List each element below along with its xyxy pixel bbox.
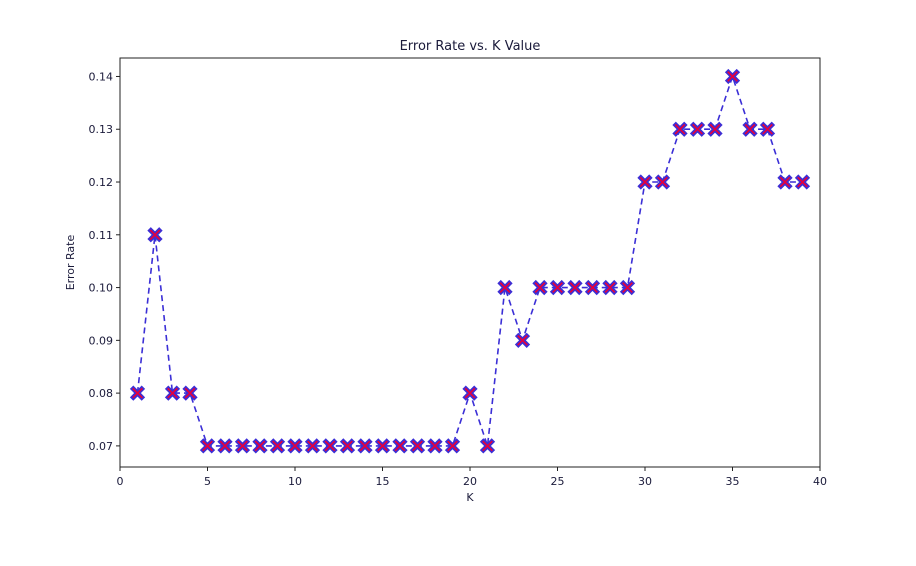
data-point-marker [392, 438, 408, 454]
data-point-marker [269, 438, 286, 454]
data-point-marker [164, 385, 181, 401]
y-axis-label: Error Rate [64, 235, 77, 291]
y-tick-label: 0.09 [89, 334, 114, 347]
data-point-marker [689, 121, 706, 137]
x-tick-label: 35 [726, 475, 740, 488]
plot-frame [119, 57, 821, 468]
data-point-marker [462, 385, 478, 401]
data-point-marker [182, 385, 198, 401]
data-point-marker [287, 438, 303, 454]
y-tick-label: 0.10 [89, 282, 114, 295]
x-tick-label: 25 [551, 475, 565, 488]
data-point-marker [672, 121, 688, 137]
data-point-marker [444, 438, 461, 454]
data-point-marker [339, 438, 356, 454]
data-point-marker [199, 438, 216, 454]
x-tick-label: 40 [813, 475, 827, 488]
x-tick-label: 20 [463, 475, 477, 488]
y-tick-label: 0.13 [89, 123, 114, 136]
data-point-marker [567, 279, 583, 296]
data-point-marker [777, 174, 793, 190]
data-point-marker [549, 279, 566, 296]
y-tick-label: 0.12 [89, 176, 114, 189]
data-point-marker [129, 385, 146, 401]
data-point-marker [602, 279, 618, 296]
data-point-marker [409, 438, 426, 454]
x-axis-label: K [466, 491, 474, 504]
y-tick-label: 0.08 [89, 387, 114, 400]
y-axis: 0.07 0.08 0.09 0.10 0.11 0.12 0.13 0.14 [89, 70, 120, 453]
y-tick-label: 0.14 [89, 70, 114, 83]
data-point-marker [794, 174, 811, 190]
data-point-marker [479, 438, 496, 454]
x-tick-label: 30 [638, 475, 652, 488]
data-point-marker [619, 279, 636, 296]
y-tick-label: 0.11 [89, 229, 114, 242]
data-point-marker [427, 438, 443, 454]
data-markers [129, 68, 811, 454]
data-point-marker [707, 121, 723, 137]
x-axis: 0 5 10 15 20 25 30 35 40 [117, 467, 827, 488]
data-point-marker [654, 174, 671, 190]
data-point-marker [147, 227, 163, 243]
data-point-marker [637, 174, 653, 190]
data-point-marker [252, 438, 268, 454]
y-tick-label: 0.07 [89, 440, 114, 453]
data-point-marker [584, 279, 601, 296]
data-point-marker [759, 121, 776, 137]
x-tick-label: 0 [117, 475, 124, 488]
data-point-marker [514, 332, 531, 348]
data-point-marker [234, 438, 251, 454]
data-point-marker [322, 438, 338, 454]
x-tick-label: 10 [288, 475, 302, 488]
data-point-marker [304, 438, 321, 454]
chart-title: Error Rate vs. K Value [400, 39, 541, 54]
x-tick-label: 15 [376, 475, 390, 488]
data-point-marker [724, 68, 741, 85]
data-point-marker [497, 279, 513, 296]
data-point-marker [374, 438, 391, 454]
x-tick-label: 5 [204, 475, 211, 488]
data-point-marker [217, 438, 233, 454]
data-point-marker [532, 279, 548, 296]
data-point-marker [357, 438, 373, 454]
data-point-marker [742, 121, 758, 137]
